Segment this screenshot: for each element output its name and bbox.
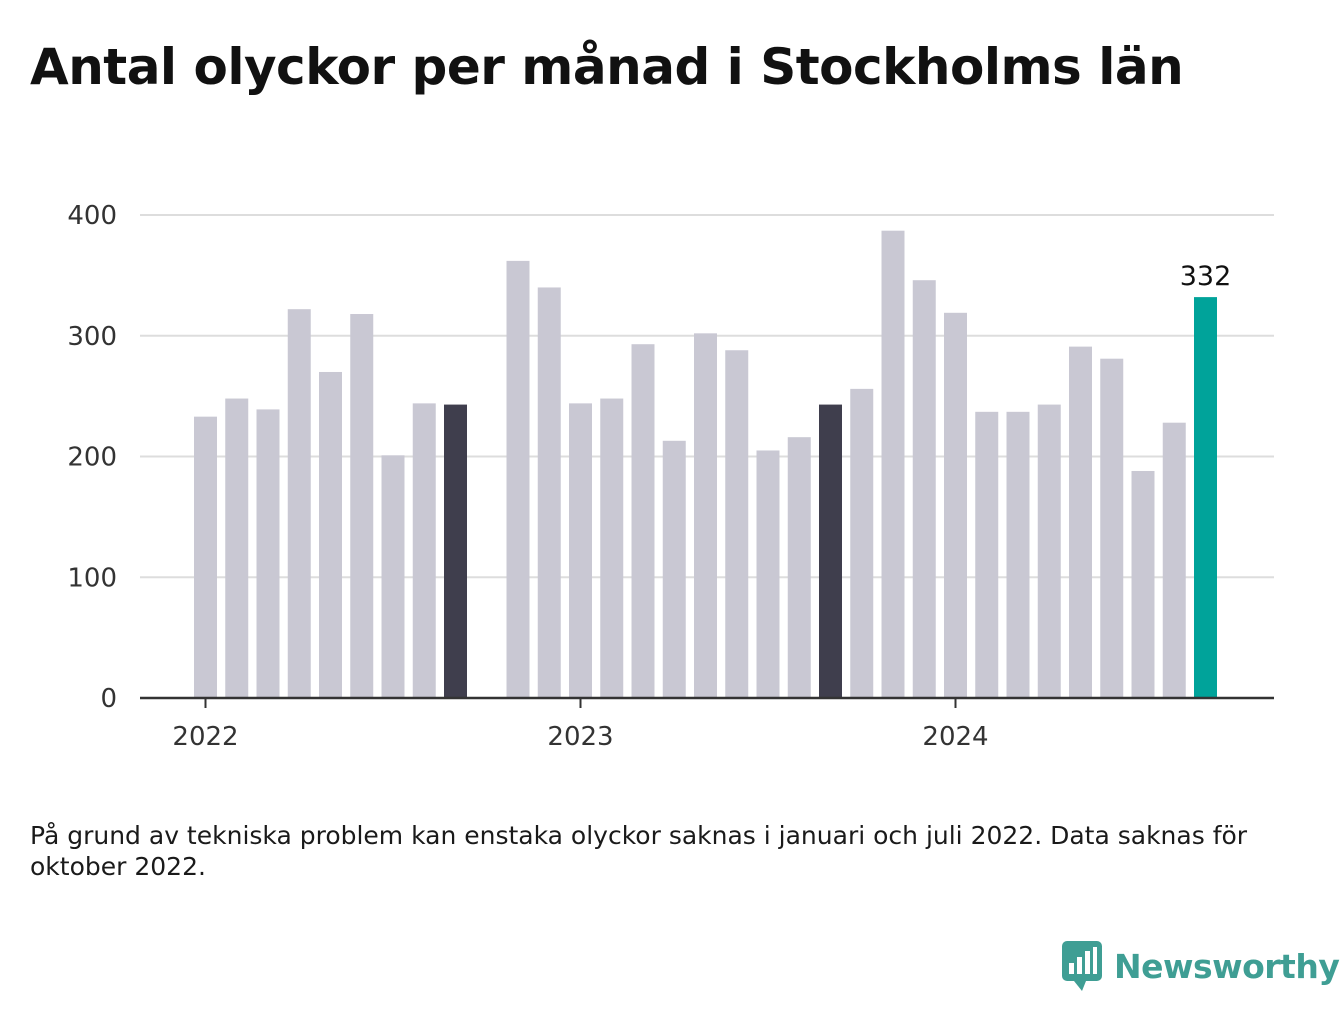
y-tick-label: 300 — [67, 322, 117, 352]
bar-2023-05 — [694, 333, 717, 698]
bar-2022-11 — [506, 260, 530, 698]
data-label: 332 — [1180, 261, 1232, 292]
bar-2022-09 — [444, 404, 467, 698]
x-tick-label: 2023 — [547, 722, 613, 752]
bar-2023-08 — [787, 437, 811, 698]
bar-2022-07 — [381, 455, 405, 698]
x-tick-label: 2022 — [172, 722, 238, 752]
chart-title: Antal olyckor per månad i Stockholms län — [30, 38, 1184, 96]
brand-logo[interactable]: Newsworthy — [1062, 938, 1340, 994]
brand-name: Newsworthy — [1114, 946, 1340, 986]
bar-2022-06 — [350, 314, 374, 698]
x-tick-label: 2024 — [922, 722, 988, 752]
bar-2023-07 — [756, 450, 780, 698]
bar-2022-02 — [225, 398, 249, 698]
bar-2022-05 — [319, 371, 342, 698]
bar-2023-12 — [912, 280, 936, 698]
newsworthy-logo-icon — [1062, 941, 1102, 991]
bar-2023-03 — [631, 344, 655, 698]
bar-2023-04 — [662, 440, 686, 698]
bar-2024-02 — [975, 411, 999, 698]
footnote: På grund av tekniska problem kan enstaka… — [30, 821, 1248, 881]
y-tick-label: 400 — [67, 201, 117, 231]
x-axis-tick-labels: 2022 2023 2024 — [172, 698, 989, 752]
bar-2022-12 — [537, 287, 561, 698]
bar-2024-07 — [1131, 470, 1155, 698]
bar-2023-06 — [725, 350, 749, 698]
data-labels: 332 — [1180, 261, 1232, 292]
bar-2022-03 — [256, 409, 280, 698]
bar-2024-09 — [1194, 297, 1217, 698]
bar-2023-10 — [850, 388, 874, 698]
bar-2023-11 — [881, 230, 905, 698]
bar-2023-09 — [819, 404, 842, 698]
bar-2024-06 — [1100, 358, 1124, 698]
bar-2024-03 — [1006, 411, 1030, 698]
bar-chart: 0 100 200 300 400 2022 2023 2024 332 — [67, 201, 1274, 752]
y-axis-tick-labels: 0 100 200 300 400 — [67, 201, 117, 714]
y-tick-label: 0 — [100, 684, 117, 714]
bar-2023-02 — [600, 398, 624, 698]
bar-2024-05 — [1069, 346, 1092, 698]
bar-2024-08 — [1162, 422, 1186, 698]
bar-2022-01 — [194, 416, 217, 698]
bar-2024-01 — [944, 312, 967, 698]
bar-2022-08 — [412, 403, 436, 698]
y-tick-label: 100 — [67, 563, 117, 593]
bar-2022-04 — [287, 309, 311, 698]
bar-2024-04 — [1037, 404, 1061, 698]
bars — [194, 230, 1217, 698]
y-tick-label: 200 — [67, 443, 117, 473]
bar-2023-01 — [569, 403, 592, 698]
